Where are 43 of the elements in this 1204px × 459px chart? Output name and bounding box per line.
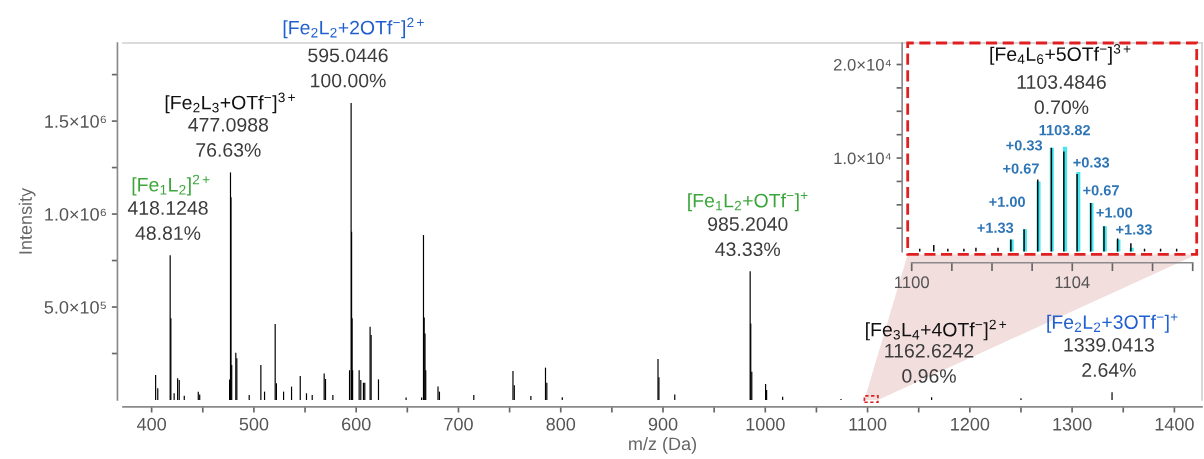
annotation: 985.2040 43.33% <box>708 217 788 257</box>
x-tick-label: 1000 <box>746 417 785 431</box>
annotation: +1.33 <box>977 222 1014 233</box>
text: [Fe$_{2}$L$_{2}$+2OTf$^{−}$]$^{2+}$ <box>283 17 424 39</box>
annotation: +0.67 <box>1083 185 1119 196</box>
annotation: 1339.0413 2.64% <box>1064 337 1154 377</box>
annotation: 595.0446 100.00% <box>308 48 388 88</box>
annotation: 418.1248 48.81% <box>127 201 208 241</box>
x-tick-label: 600 <box>342 417 371 431</box>
annotation: +1.33 <box>1116 224 1152 235</box>
annotation: [Fe$_{1}$L$_{2}$]$^{2+}$ <box>132 174 210 196</box>
y-tick-label: 5.0×10⁵ <box>44 300 106 314</box>
x-tick-label: 400 <box>136 417 166 431</box>
x-tick-label: 1100 <box>895 276 929 289</box>
annotation: +1.00 <box>989 196 1025 207</box>
annotation: [Fe$_{1}$L$_{2}$+OTf$^{−}$]$^{+}$ <box>688 192 808 212</box>
annotation: [Fe$_{4}$L$_{6}$+5OTf$^{−}$]$^{3+}$ <box>990 44 1131 65</box>
annotation: +0.33 <box>1006 140 1043 151</box>
annotation: [Fe$_{2}$L$_{2}$+3OTf$^{−}$]$^{+}$ <box>1047 313 1178 333</box>
annotation: +0.33 <box>1073 157 1110 168</box>
annotation: +0.67 <box>1003 163 1039 174</box>
x-tick-label: 1200 <box>951 417 990 431</box>
annotation: [Fe$_{3}$L$_{4}$+4OTf$^{−}$]$^{2+}$ <box>866 319 1007 341</box>
y-tick-label: 1.0×10⁶ <box>45 208 106 221</box>
y-tick-label: 2.0×10⁴ <box>833 58 891 71</box>
x-tick-label: 900 <box>648 417 678 431</box>
x-tick-label: 1100 <box>849 417 887 431</box>
y-tick-label: 1.0×10⁴ <box>834 152 891 165</box>
annotation: [Fe$_{2}$L$_{3}$+OTf$^{−}$]$^{3+}$ <box>165 92 295 114</box>
x-tick-label: 1300 <box>1053 417 1092 431</box>
x-tick-label: 500 <box>239 417 269 431</box>
y-axis-title: Intensity <box>18 187 36 254</box>
x-tick-label: 800 <box>546 417 576 431</box>
annotation: 1162.6242 0.96% <box>885 343 974 383</box>
x-tick-label: 1400 <box>1155 417 1194 431</box>
annotation: 1103.4846 0.70% <box>1017 75 1106 115</box>
annotation: 477.0988 76.63% <box>188 117 269 157</box>
x-axis-title: m/z (Da) <box>629 436 696 454</box>
x-tick-label: 700 <box>444 417 473 431</box>
y-tick-label: 1.5×10⁶ <box>45 115 106 128</box>
x-tick-label: 1104 <box>1055 276 1090 289</box>
annotation: 1103.82 <box>1039 124 1090 136</box>
annotation: +1.00 <box>1096 207 1133 218</box>
